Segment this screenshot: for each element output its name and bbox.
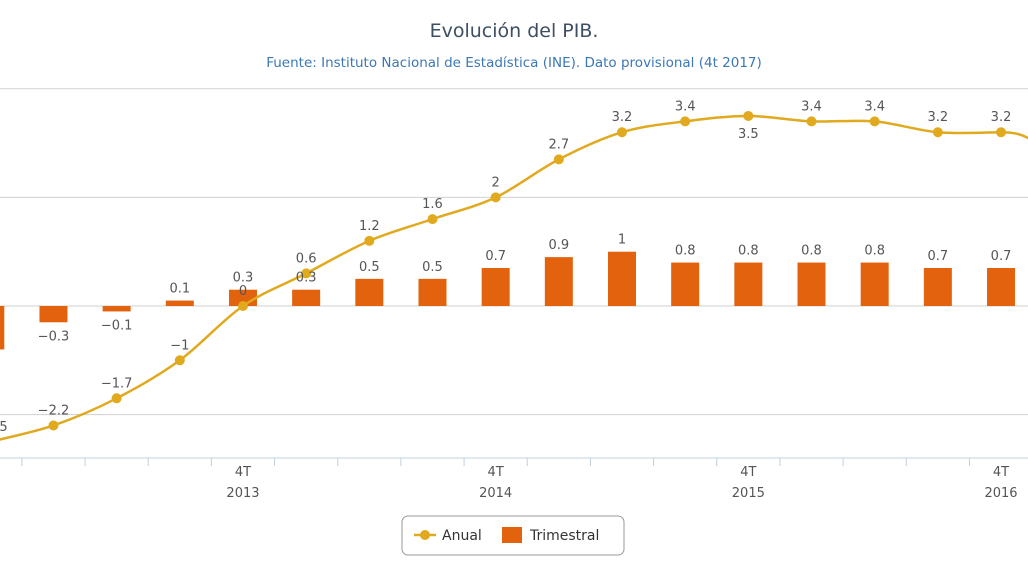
bar-trimestral[interactable]: [481, 267, 510, 306]
point-anual[interactable]: [996, 127, 1007, 138]
bar-label: 1: [618, 233, 626, 248]
bar-trimestral[interactable]: [797, 262, 826, 306]
point-label: −2.2: [38, 403, 70, 418]
bar-label: 0.3: [296, 271, 317, 286]
bar-series-trimestral: [0, 251, 1016, 350]
point-label: 3.2: [991, 110, 1012, 125]
point-label: 3.4: [675, 99, 696, 114]
x-tick-label-year: 2013: [226, 486, 259, 501]
bar-label: 0.8: [864, 244, 885, 259]
bar-label: 0.3: [233, 271, 254, 286]
legend-bar-icon: [502, 527, 522, 543]
bar-trimestral[interactable]: [544, 257, 573, 306]
point-label: 3.4: [864, 99, 885, 114]
bar-trimestral[interactable]: [734, 262, 763, 306]
point-label: 0.6: [296, 251, 317, 266]
point-anual[interactable]: [617, 127, 627, 138]
point-label: 3.2: [928, 110, 949, 125]
bar-trimestral[interactable]: [0, 306, 5, 350]
bar-label: 0.7: [485, 249, 506, 264]
bar-label: 0.8: [675, 244, 696, 259]
bar-label: −0.1: [101, 318, 133, 333]
bar-trimestral[interactable]: [418, 278, 447, 306]
x-tick-label-quarter: 4T: [740, 465, 756, 480]
bar-label: −0.3: [38, 329, 70, 344]
bar-label: 0.5: [422, 260, 443, 275]
point-anual[interactable]: [680, 116, 691, 127]
x-tick-label-year: 2016: [984, 486, 1017, 501]
point-label: 1.6: [422, 197, 443, 212]
point-label: 3.2: [612, 110, 633, 125]
bar-trimestral[interactable]: [39, 306, 68, 323]
x-tick-label-year: 2015: [732, 486, 765, 501]
legend-label-trimestral: Trimestral: [529, 528, 599, 544]
point-label: −1.7: [101, 376, 133, 391]
point-anual[interactable]: [174, 355, 185, 366]
bar-label: 0.7: [928, 249, 949, 264]
bar-trimestral[interactable]: [671, 262, 700, 306]
point-label: 3.4: [801, 99, 822, 114]
point-anual[interactable]: [301, 268, 312, 279]
data-labels: 8−0.3−0.10.10.30.30.50.50.70.910.80.80.8…: [0, 99, 1011, 434]
legend-item-anual[interactable]: Anual: [414, 528, 482, 544]
chart-subtitle: Fuente: Instituto Nacional de Estadístic…: [266, 55, 762, 71]
bar-trimestral[interactable]: [860, 262, 889, 306]
bar-label: 0.7: [991, 249, 1012, 264]
point-anual[interactable]: [427, 214, 438, 225]
legend[interactable]: Anual Trimestral: [401, 515, 625, 556]
line-series-anual: [0, 110, 1028, 441]
legend-label-anual: Anual: [442, 528, 482, 544]
point-anual[interactable]: [364, 235, 375, 246]
bar-trimestral[interactable]: [292, 289, 321, 306]
point-label: 1.2: [359, 219, 380, 234]
point-anual[interactable]: [490, 192, 501, 203]
point-label: 3.5: [738, 127, 759, 142]
bar-trimestral[interactable]: [102, 306, 131, 312]
point-anual[interactable]: [553, 154, 564, 165]
bar-label: 0.5: [359, 260, 380, 275]
point-anual[interactable]: [806, 116, 817, 127]
bar-label: 0.1: [169, 282, 190, 297]
bar-trimestral[interactable]: [355, 278, 384, 306]
x-tick-label-quarter: 4T: [235, 465, 251, 480]
bar-label: 0.8: [801, 244, 822, 259]
point-label: 5: [0, 420, 8, 435]
bar-label: 0.9: [548, 238, 569, 253]
x-tick-label-quarter: 4T: [488, 465, 504, 480]
point-label: 0: [239, 284, 247, 299]
point-label: −1: [170, 338, 189, 353]
point-label: 2.7: [548, 137, 569, 152]
point-label: 2: [492, 175, 500, 190]
legend-marker-icon: [420, 530, 430, 540]
bar-trimestral[interactable]: [923, 267, 952, 306]
point-anual[interactable]: [869, 116, 880, 127]
chart-title: Evolución del PIB.: [430, 20, 599, 42]
x-tick-label-year: 2014: [479, 486, 512, 501]
bar-label: 0.8: [738, 244, 759, 259]
bar-trimestral[interactable]: [608, 251, 636, 306]
point-anual[interactable]: [111, 393, 122, 404]
point-anual[interactable]: [743, 110, 754, 121]
bar-trimestral[interactable]: [165, 300, 194, 306]
legend-item-trimestral[interactable]: Trimestral: [502, 527, 599, 544]
point-anual[interactable]: [237, 301, 248, 311]
bar-trimestral[interactable]: [987, 267, 1016, 306]
point-anual[interactable]: [932, 127, 943, 138]
point-anual[interactable]: [48, 420, 59, 431]
x-tick-label-quarter: 4T: [993, 465, 1009, 480]
